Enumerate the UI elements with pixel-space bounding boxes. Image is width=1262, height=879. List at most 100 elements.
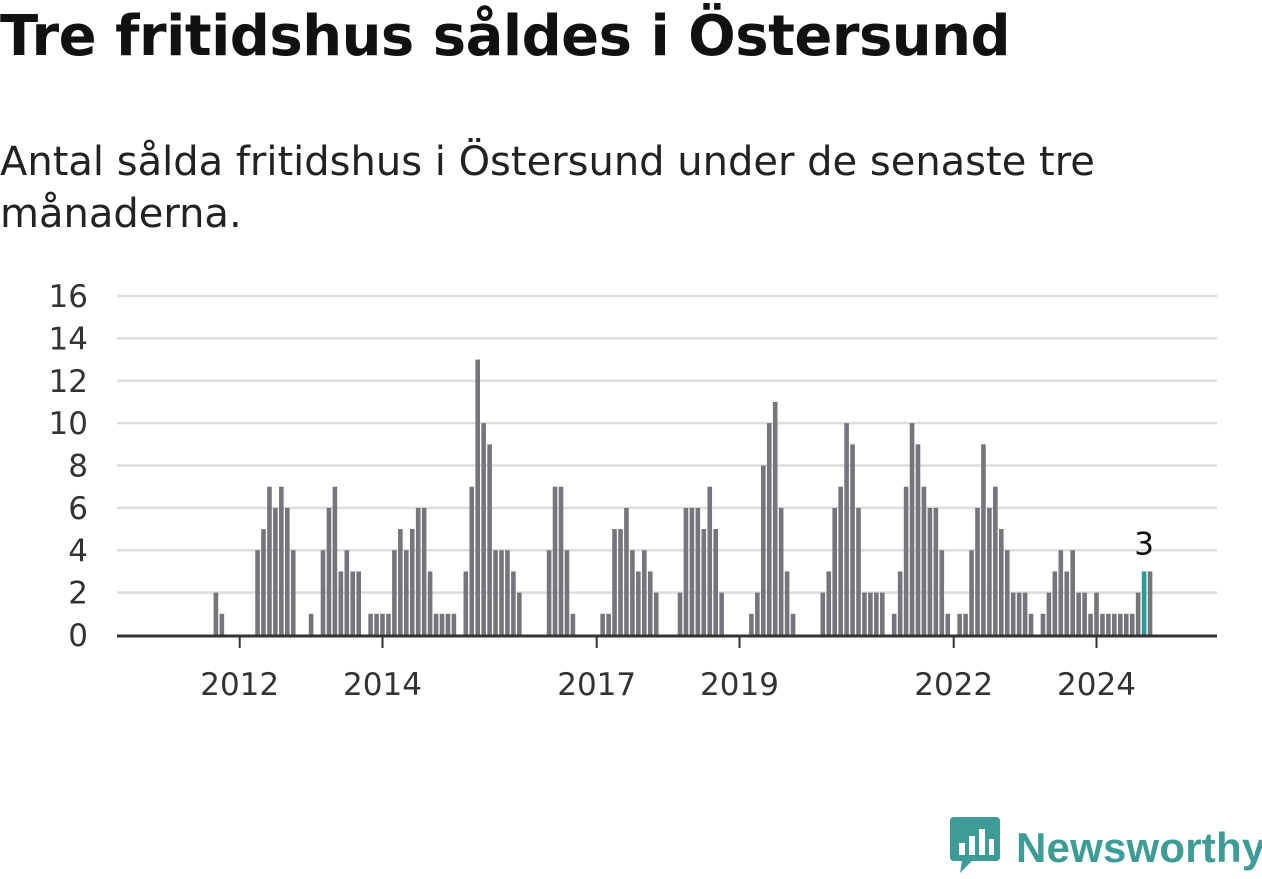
bar (897, 571, 903, 635)
bar (1010, 592, 1016, 635)
brand-name: Newsworthy (1016, 824, 1262, 871)
bar (338, 571, 344, 635)
bar (778, 507, 784, 635)
axes: 0 2 4 6 8 10 12 14 16 3 2012 2014 2017 2019 2022 2024 (49, 279, 1217, 703)
bar (398, 529, 403, 635)
bar (285, 507, 290, 635)
bar (505, 550, 510, 635)
bar (927, 507, 933, 635)
bar (409, 529, 415, 635)
bar (975, 507, 980, 635)
bar (963, 613, 968, 635)
bar (713, 529, 718, 635)
bar (719, 592, 724, 635)
bar (1046, 592, 1052, 635)
bar (838, 486, 843, 635)
bar (832, 507, 837, 635)
bar (213, 592, 219, 635)
bar (981, 444, 986, 635)
bar (868, 592, 873, 635)
bar (636, 571, 641, 635)
bar (308, 613, 314, 635)
bar (915, 444, 921, 635)
bar (279, 486, 284, 635)
bar (439, 613, 445, 635)
bar (1052, 571, 1058, 635)
bar (356, 571, 361, 635)
y-tick-label: 2 (68, 576, 88, 612)
bar (433, 613, 439, 635)
y-tick-label: 6 (68, 491, 88, 527)
bar (445, 613, 451, 635)
bar (546, 550, 552, 635)
bar (647, 571, 653, 635)
bar (844, 423, 849, 635)
bar (850, 444, 855, 635)
bar (558, 486, 564, 635)
bar (772, 401, 778, 635)
bar (939, 550, 945, 635)
bar (386, 613, 391, 635)
bar (332, 486, 338, 635)
bar (517, 592, 522, 635)
bar (695, 507, 701, 635)
bar (487, 444, 492, 635)
bar (1064, 571, 1070, 635)
bar (903, 486, 909, 635)
bar (368, 613, 373, 635)
bar (957, 613, 962, 635)
bar (1106, 613, 1111, 635)
bar (427, 571, 433, 635)
bar (380, 613, 385, 635)
highlight-bar (1141, 571, 1147, 635)
bar (344, 550, 350, 635)
bar (1129, 613, 1135, 635)
bar (475, 359, 480, 635)
bar (820, 592, 826, 635)
bar (320, 550, 326, 635)
y-tick-label: 12 (49, 364, 88, 400)
x-tick-label: 2024 (1057, 667, 1136, 703)
bar (874, 592, 879, 635)
bar (1118, 613, 1123, 635)
chart-title: Tre fritidshus såldes i Östersund (0, 4, 1011, 69)
bar (1016, 592, 1022, 635)
bar (564, 550, 570, 635)
bar (1135, 592, 1141, 635)
bar (1070, 550, 1075, 635)
bar (1088, 613, 1093, 635)
bar (1082, 592, 1087, 635)
bar (689, 507, 695, 635)
bar (255, 550, 260, 635)
bar (683, 507, 689, 635)
x-tick-label: 2019 (700, 667, 779, 703)
x-tick-label: 2017 (557, 667, 636, 703)
bar (921, 486, 927, 635)
bar (701, 529, 707, 635)
y-tick-label: 8 (68, 449, 88, 485)
bar (999, 529, 1004, 635)
bar (1123, 613, 1129, 635)
bar (642, 550, 647, 635)
bar (1100, 613, 1105, 635)
highlight-value-label: 3 (1134, 526, 1154, 562)
bar (766, 423, 772, 635)
bar (909, 423, 915, 635)
bar (826, 571, 832, 635)
bar (404, 550, 409, 635)
newsworthy-logo-icon (950, 817, 1000, 879)
bar (267, 486, 272, 635)
bar (1040, 613, 1046, 635)
bar (862, 592, 867, 635)
bar (987, 507, 992, 635)
y-tick-label: 14 (49, 321, 88, 357)
bar (290, 550, 296, 635)
chart-subtitle: Antal sålda fritidshus i Östersund under… (0, 139, 1095, 237)
y-tick-label: 0 (68, 618, 88, 654)
grid-lines (117, 294, 1217, 594)
bar (1094, 592, 1099, 635)
bar (463, 571, 469, 635)
bar (761, 465, 766, 635)
bar (1147, 571, 1153, 635)
bar (749, 613, 754, 635)
